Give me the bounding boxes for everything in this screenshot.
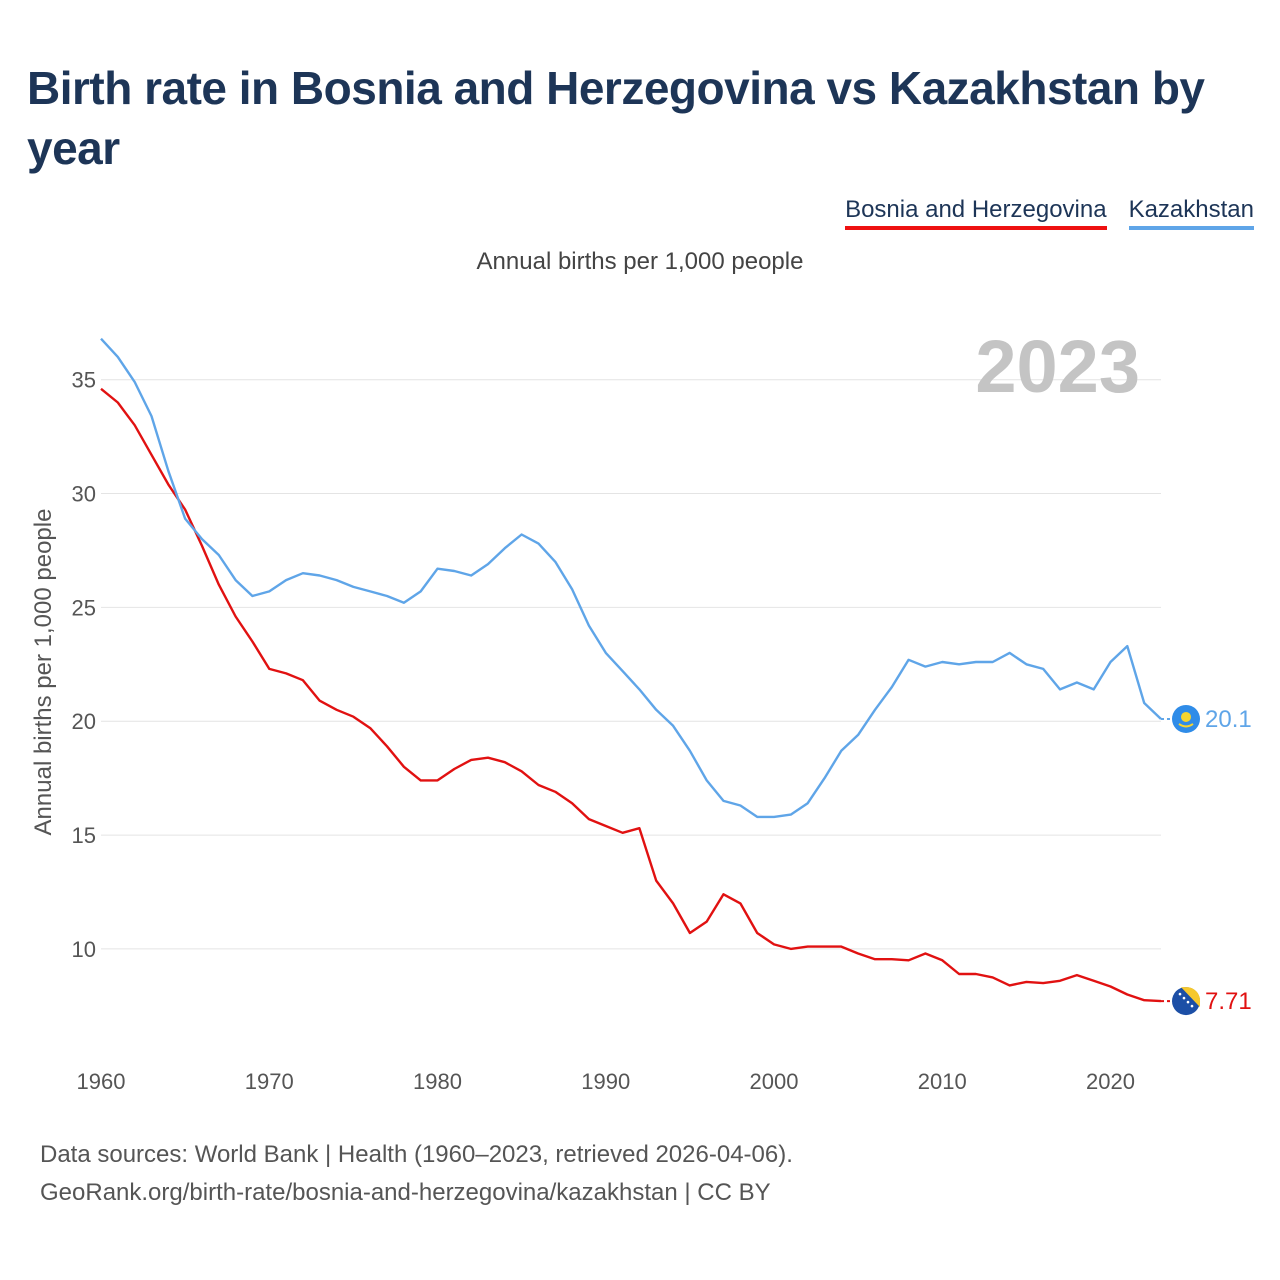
- legend-item-kazakhstan[interactable]: Kazakhstan: [1128, 196, 1254, 230]
- flag-star-icon: [1178, 992, 1182, 996]
- y-tick-label: 35: [72, 368, 96, 393]
- flag-sun-icon: [1181, 711, 1191, 722]
- flag-star-icon: [1190, 1004, 1194, 1008]
- x-tick-label: 1960: [77, 1069, 126, 1094]
- source-note: Data sources: World Bank | Health (1960–…: [40, 1136, 793, 1212]
- gridlines: [101, 379, 1161, 950]
- x-tick-label: 1990: [581, 1069, 630, 1094]
- x-tick-label: 1970: [245, 1069, 294, 1094]
- source-line-1: Data sources: World Bank | Health (1960–…: [40, 1141, 793, 1168]
- source-line-2[interactable]: GeoRank.org/birth-rate/bosnia-and-herzeg…: [40, 1179, 771, 1206]
- flag-marker-kaz: [1172, 704, 1200, 733]
- flag-star-icon: [1186, 1000, 1190, 1004]
- chart-subtitle: Annual births per 1,000 people: [476, 248, 804, 275]
- x-tick-label: 2020: [1086, 1069, 1135, 1094]
- year-watermark: 2023: [975, 325, 1140, 408]
- y-tick-label: 20: [72, 709, 96, 734]
- end-value-bih: 7.71: [1205, 988, 1252, 1015]
- x-tick-label: 2000: [750, 1069, 799, 1094]
- y-tick-label: 10: [72, 937, 96, 962]
- flag-marker-bih: [1172, 987, 1200, 1016]
- x-tick-label: 2010: [918, 1069, 967, 1094]
- x-axis-ticks: 1960 1970 1980 1990 2000 2010 2020: [77, 1069, 1135, 1094]
- series-line-bih: [100, 387, 1162, 1003]
- flag-star-icon: [1182, 996, 1186, 1000]
- flag-eagle-icon: [1178, 723, 1194, 728]
- legend-item-bosnia[interactable]: Bosnia and Herzegovina: [845, 196, 1107, 230]
- chart-title: Birth rate in Bosnia and Herzegovina vs …: [27, 62, 1205, 174]
- y-tick-label: 30: [72, 482, 96, 507]
- y-tick-label: 25: [72, 595, 96, 620]
- y-tick-label: 15: [72, 823, 96, 848]
- end-value-kaz: 20.1: [1205, 706, 1252, 733]
- series-line-kaz: [100, 337, 1162, 819]
- legend: Bosnia and Herzegovina Kazakhstan: [845, 196, 1254, 230]
- flag-triangle-icon: [1181, 987, 1200, 1008]
- x-tick-label: 1980: [413, 1069, 462, 1094]
- series-endpoints: 7.71 20.1: [1161, 704, 1252, 1016]
- y-axis-ticks: 10 15 20 25 30 35: [72, 368, 96, 962]
- series-lines: [100, 337, 1162, 1003]
